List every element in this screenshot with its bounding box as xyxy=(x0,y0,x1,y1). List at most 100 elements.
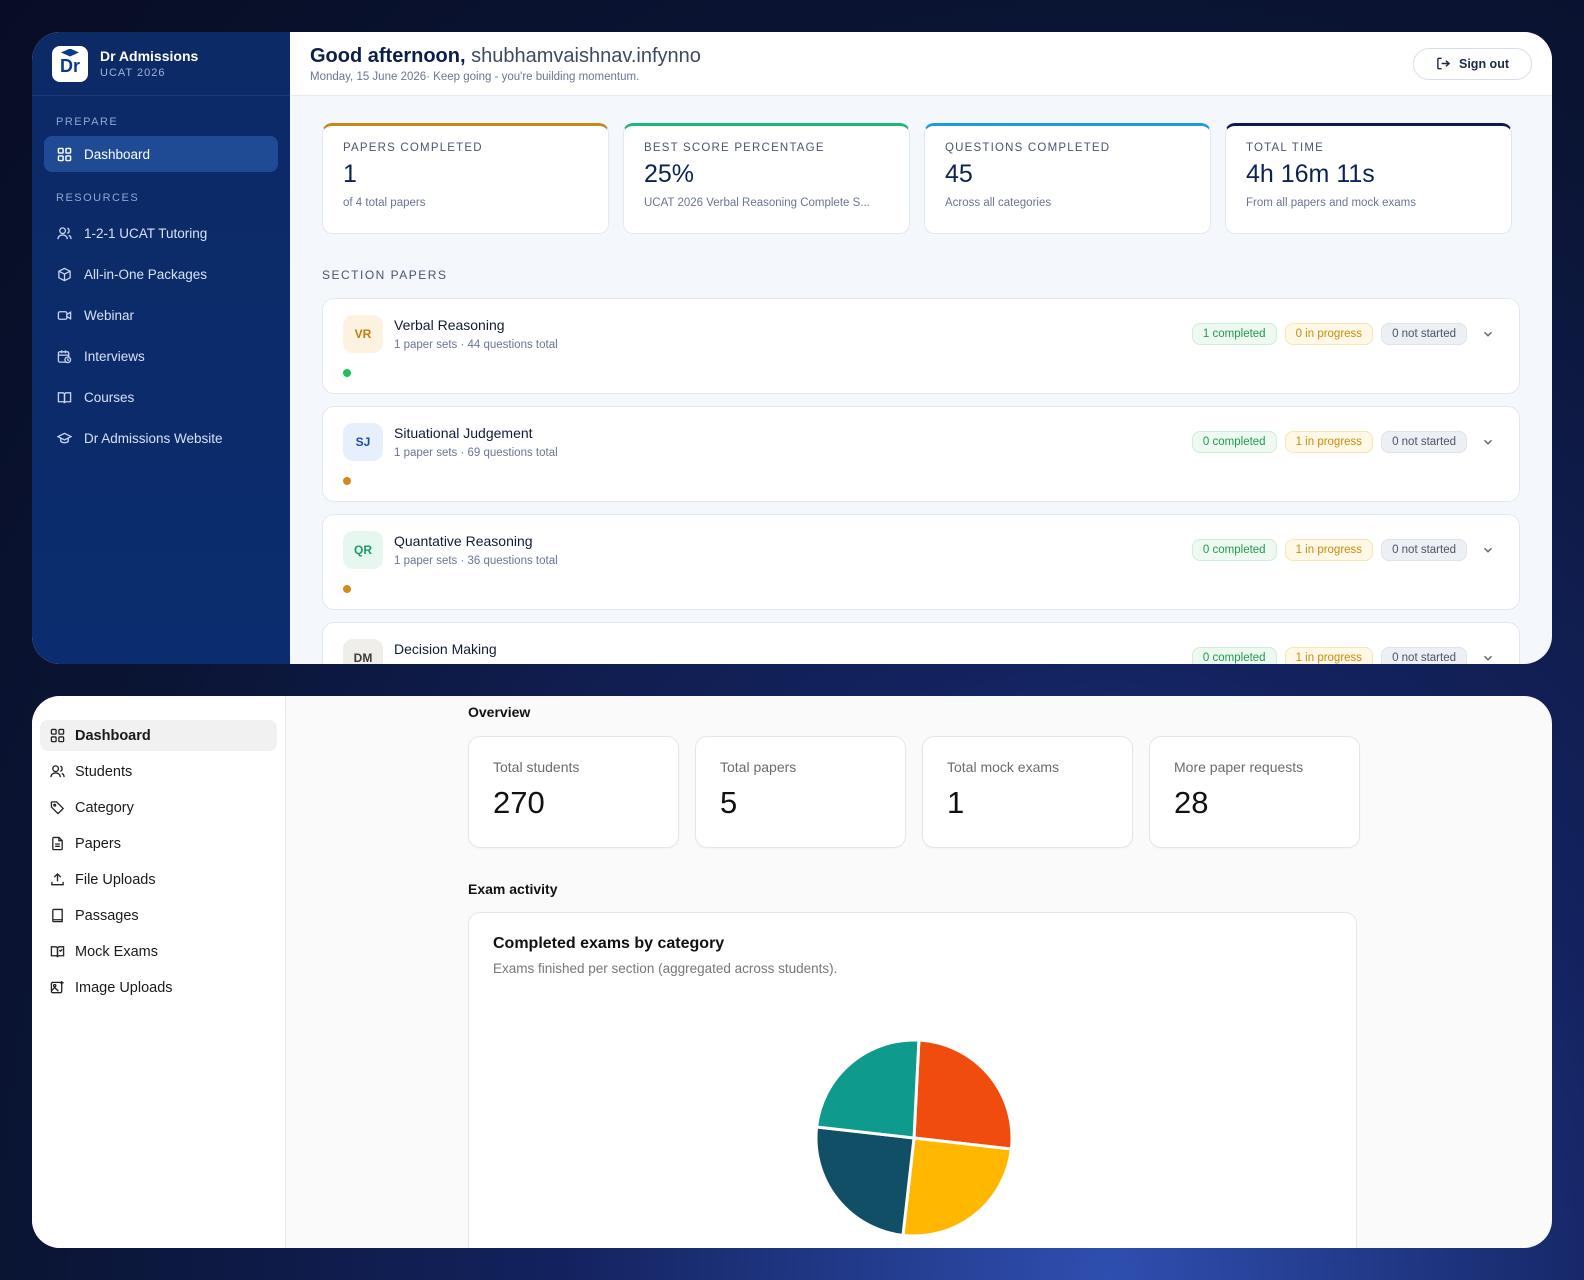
chevron-down-icon[interactable] xyxy=(1481,327,1495,341)
dashboard-icon xyxy=(49,728,65,744)
paper-row[interactable]: QR Quantative Reasoning 1 paper sets · 3… xyxy=(322,514,1520,610)
paper-status-pills: 1 completed 0 in progress 0 not started xyxy=(1191,323,1495,345)
users-icon xyxy=(49,764,65,780)
paper-name: Verbal Reasoning xyxy=(394,317,505,333)
pie-chart xyxy=(814,1038,1014,1238)
student-main: Good afternoon, shubhamvaishnav.infynno … xyxy=(290,32,1552,664)
status-dot xyxy=(343,477,351,485)
users-icon xyxy=(56,225,72,241)
paper-row[interactable]: SJ Situational Judgement 1 paper sets · … xyxy=(322,406,1520,502)
image-upload-icon xyxy=(49,980,65,996)
paper-meta: 1 paper sets · 44 questions total xyxy=(394,339,558,351)
completed-badge: 0 completed xyxy=(1191,647,1277,664)
log-out-icon xyxy=(1437,57,1451,70)
tag-icon xyxy=(49,800,65,816)
admin-nav-passages[interactable]: Passages xyxy=(40,900,277,931)
pie-slice[interactable] xyxy=(814,1125,916,1238)
sidebar-item-packages[interactable]: All-in-One Packages xyxy=(44,256,278,292)
chevron-down-icon[interactable] xyxy=(1481,543,1495,557)
stat-card-questions-completed: QUESTIONS COMPLETED 45 Across all catego… xyxy=(924,123,1211,234)
sidebar-item-label: 1-2-1 UCAT Tutoring xyxy=(84,225,208,241)
chart-title: Completed exams by category xyxy=(493,935,725,952)
chevron-down-icon[interactable] xyxy=(1481,651,1495,664)
admin-nav-dashboard[interactable]: Dashboard xyxy=(40,720,277,751)
paper-abbr-badge: SJ xyxy=(343,423,383,461)
admin-nav-students[interactable]: Students xyxy=(40,756,277,787)
paper-name: Situational Judgement xyxy=(394,425,533,441)
completed-badge: 1 completed xyxy=(1191,323,1277,345)
paper-status-pills: 0 completed 1 in progress 0 not started xyxy=(1191,539,1495,561)
overview-title: Overview xyxy=(468,704,531,720)
card-total-mock-exams: Total mock exams 1 xyxy=(922,736,1133,848)
brand-name: Dr Admissions xyxy=(100,48,199,64)
sidebar-item-dashboard[interactable]: Dashboard xyxy=(44,136,278,172)
stat-card-papers-completed: PAPERS COMPLETED 1 of 4 total papers xyxy=(322,123,609,234)
brand[interactable]: Dr Dr Admissions UCAT 2026 xyxy=(32,32,290,96)
status-dot xyxy=(343,369,351,377)
paper-abbr-badge: DM xyxy=(343,639,383,664)
sidebar-item-website[interactable]: Dr Admissions Website xyxy=(44,420,278,456)
greeting-subtitle: Monday, 15 June 2026· Keep going - you'r… xyxy=(310,70,640,83)
paper-row[interactable]: VR Verbal Reasoning 1 paper sets · 44 qu… xyxy=(322,298,1520,394)
chart-subtitle: Exams finished per section (aggregated a… xyxy=(493,961,838,976)
admin-nav-category[interactable]: Category xyxy=(40,792,277,823)
greeting: Good afternoon, shubhamvaishnav.infynno xyxy=(310,44,701,67)
sidebar-item-label: Webinar xyxy=(84,307,135,323)
paper-status-pills: 0 completed 1 in progress 0 not started xyxy=(1191,647,1495,664)
section-papers-title: SECTION PAPERS xyxy=(322,268,448,282)
sidebar-item-webinar[interactable]: Webinar xyxy=(44,297,278,333)
book-icon xyxy=(49,908,65,924)
sidebar-item-label: Dashboard xyxy=(84,146,151,162)
admin-main: Overview Total students 270 Total papers… xyxy=(286,696,1552,1248)
admin-sidebar: Dashboard Students Category Papers File … xyxy=(32,696,286,1248)
paper-name: Decision Making xyxy=(394,641,497,657)
sign-out-button[interactable]: Sign out xyxy=(1413,47,1532,80)
stats-row: PAPERS COMPLETED 1 of 4 total papers BES… xyxy=(290,96,1552,234)
papers-list: VR Verbal Reasoning 1 paper sets · 44 qu… xyxy=(290,298,1552,664)
section-label-prepare: PREPARE xyxy=(56,116,119,128)
sidebar-item-label: Dr Admissions Website xyxy=(84,430,223,446)
in-progress-badge: 1 in progress xyxy=(1284,647,1374,664)
sidebar-item-interviews[interactable]: Interviews xyxy=(44,338,278,374)
card-more-paper-requests: More paper requests 28 xyxy=(1149,736,1360,848)
paper-row[interactable]: DM Decision Making 0 completed 1 in prog… xyxy=(322,622,1520,664)
graduation-cap-icon xyxy=(61,48,79,57)
admin-nav-image-uploads[interactable]: Image Uploads xyxy=(40,972,277,1003)
brand-subtitle: UCAT 2026 xyxy=(100,67,166,79)
pie-slice[interactable] xyxy=(814,1038,921,1140)
calendar-clock-icon xyxy=(56,348,72,364)
paper-status-pills: 0 completed 1 in progress 0 not started xyxy=(1191,431,1495,453)
dashboard-icon xyxy=(56,146,72,162)
paper-abbr-badge: QR xyxy=(343,531,383,569)
stat-card-total-time: TOTAL TIME 4h 16m 11s From all papers an… xyxy=(1225,123,1512,234)
student-dashboard-window: Dr Dr Admissions UCAT 2026 PREPARE Dashb… xyxy=(32,32,1552,664)
sidebar-item-courses[interactable]: Courses xyxy=(44,379,278,415)
in-progress-badge: 0 in progress xyxy=(1284,323,1374,345)
status-dot xyxy=(343,585,351,593)
package-icon xyxy=(56,266,72,282)
sidebar-item-tutoring[interactable]: 1-2-1 UCAT Tutoring xyxy=(44,215,278,251)
admin-nav-papers[interactable]: Papers xyxy=(40,828,277,859)
admin-dashboard-window: Dashboard Students Category Papers File … xyxy=(32,696,1552,1248)
pie-slice[interactable] xyxy=(901,1136,1014,1238)
card-total-papers: Total papers 5 xyxy=(695,736,906,848)
exam-activity-title: Exam activity xyxy=(468,881,558,897)
in-progress-badge: 1 in progress xyxy=(1284,539,1374,561)
graduation-cap-icon xyxy=(56,430,72,446)
not-started-badge: 0 not started xyxy=(1381,539,1467,561)
in-progress-badge: 1 in progress xyxy=(1284,431,1374,453)
top-header: Good afternoon, shubhamvaishnav.infynno … xyxy=(290,32,1552,96)
admin-nav-file-uploads[interactable]: File Uploads xyxy=(40,864,277,895)
upload-icon xyxy=(49,872,65,888)
stat-card-best-score: BEST SCORE PERCENTAGE 25% UCAT 2026 Verb… xyxy=(623,123,910,234)
admin-nav-mock-exams[interactable]: Mock Exams xyxy=(40,936,277,967)
pie-slice[interactable] xyxy=(912,1038,1014,1151)
file-text-icon xyxy=(49,836,65,852)
section-label-resources: RESOURCES xyxy=(56,192,140,204)
video-icon xyxy=(56,307,72,323)
paper-name: Quantative Reasoning xyxy=(394,533,533,549)
paper-abbr-badge: VR xyxy=(343,315,383,353)
sidebar-item-label: All-in-One Packages xyxy=(84,266,208,282)
book-open-icon xyxy=(56,389,72,405)
chevron-down-icon[interactable] xyxy=(1481,435,1495,449)
